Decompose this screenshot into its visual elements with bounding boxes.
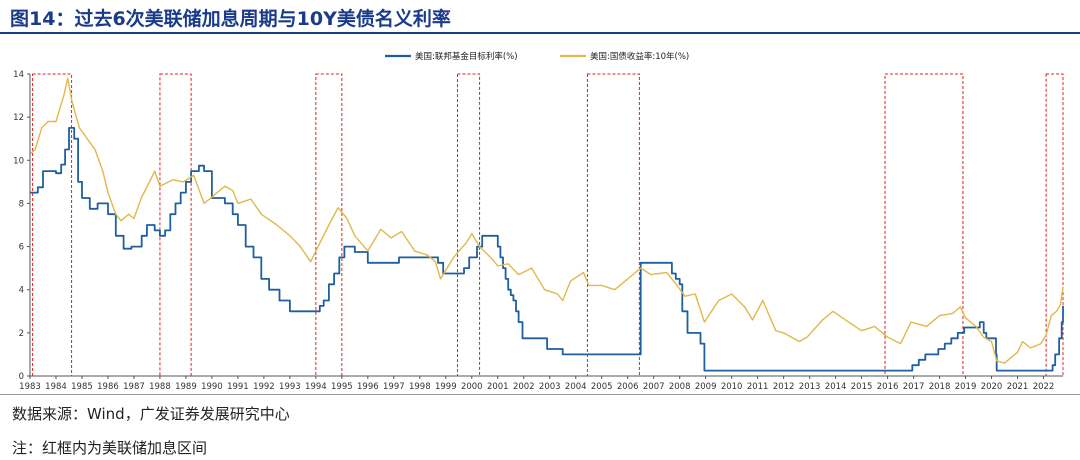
y-tick-label: 12 [13, 113, 24, 123]
hike-period-box [456, 73, 481, 377]
y-tick-label: 4 [19, 286, 24, 296]
legend: 美国:联邦基金目标利率(%) 美国:国债收益率:10年(%) [385, 51, 689, 62]
x-tick-label: 2012 [773, 382, 795, 392]
x-tick-label: 2019 [955, 382, 977, 392]
x-tick-label: 2000 [461, 382, 483, 392]
x-tick-label: 2015 [851, 382, 873, 392]
page-title: 图14：过去6次美联储加息周期与10Y美债名义利率 [10, 8, 451, 30]
title-bar: 图14：过去6次美联储加息周期与10Y美债名义利率 [0, 0, 1080, 34]
x-tick-label: 1994 [305, 382, 327, 392]
x-tick-label: 1990 [201, 382, 223, 392]
x-tick-label: 2002 [513, 382, 535, 392]
footnote: 注：红框内为美联储加息区间 [12, 439, 208, 457]
x-tick-label: 1983 [19, 382, 41, 392]
y-tick-label: 6 [19, 243, 24, 253]
x-tick-label: 1988 [149, 382, 171, 392]
x-tick-label: 2011 [747, 382, 769, 392]
x-tick-label: 2021 [1007, 382, 1029, 392]
x-tick-label: 1985 [71, 382, 93, 392]
x-tick-label: 2016 [877, 382, 899, 392]
x-tick-label: 1987 [123, 382, 145, 392]
x-tick-label: 2009 [695, 382, 717, 392]
x-tick-label: 2014 [825, 382, 847, 392]
series-ust10y-line [29, 77, 1064, 364]
x-tick-label: 2006 [617, 382, 639, 392]
legend-label-fed: 美国:联邦基金目标利率(%) [415, 51, 518, 62]
source-note: 数据来源：Wind，广发证券发展研究中心 [12, 405, 290, 423]
x-tick-label: 2001 [487, 382, 509, 392]
x-tick-label: 2010 [721, 382, 743, 392]
y-tick-label: 2 [19, 329, 24, 339]
x-tick-label: 2008 [669, 382, 691, 392]
y-tick-label: 10 [13, 156, 24, 166]
x-tick-label: 2004 [565, 382, 587, 392]
x-tick-label: 2007 [643, 382, 665, 392]
x-tick-label: 1984 [45, 382, 67, 392]
y-tick-label: 14 [13, 70, 24, 80]
x-tick-label: 1999 [435, 382, 457, 392]
series-fed-funds-line [30, 127, 1064, 372]
hike-period-box [586, 73, 640, 377]
x-tick-label: 1995 [331, 382, 353, 392]
x-tick-label: 2022 [1033, 382, 1055, 392]
divider [0, 394, 1080, 395]
legend-label-ust: 美国:国债收益率:10年(%) [590, 51, 689, 62]
x-tick-label: 2005 [591, 382, 613, 392]
x-tick-label: 2018 [929, 382, 951, 392]
x-tick-label: 1993 [279, 382, 301, 392]
hike-period-box [32, 73, 73, 377]
x-tick-label: 1986 [97, 382, 119, 392]
x-tick-label: 1998 [409, 382, 431, 392]
x-tick-label: 1992 [253, 382, 275, 392]
y-tick-label: 8 [19, 199, 24, 209]
hike-period-box [884, 73, 964, 377]
y-tick-label: 0 [19, 372, 24, 382]
x-tick-label: 1989 [175, 382, 197, 392]
x-tick-label: 2020 [981, 382, 1003, 392]
x-tick-label: 2003 [539, 382, 561, 392]
hike-period-box [159, 73, 192, 377]
x-tick-label: 1996 [357, 382, 379, 392]
x-tick-label: 1991 [227, 382, 249, 392]
hike-period-box [1045, 73, 1064, 377]
x-tick-label: 2017 [903, 382, 925, 392]
x-tick-label: 2013 [799, 382, 821, 392]
x-tick-label: 1997 [383, 382, 405, 392]
chart: 0 2 4 6 8 10 12 14 1983 1984 1985 1986 1987 1988 1989 1… [13, 51, 1064, 392]
